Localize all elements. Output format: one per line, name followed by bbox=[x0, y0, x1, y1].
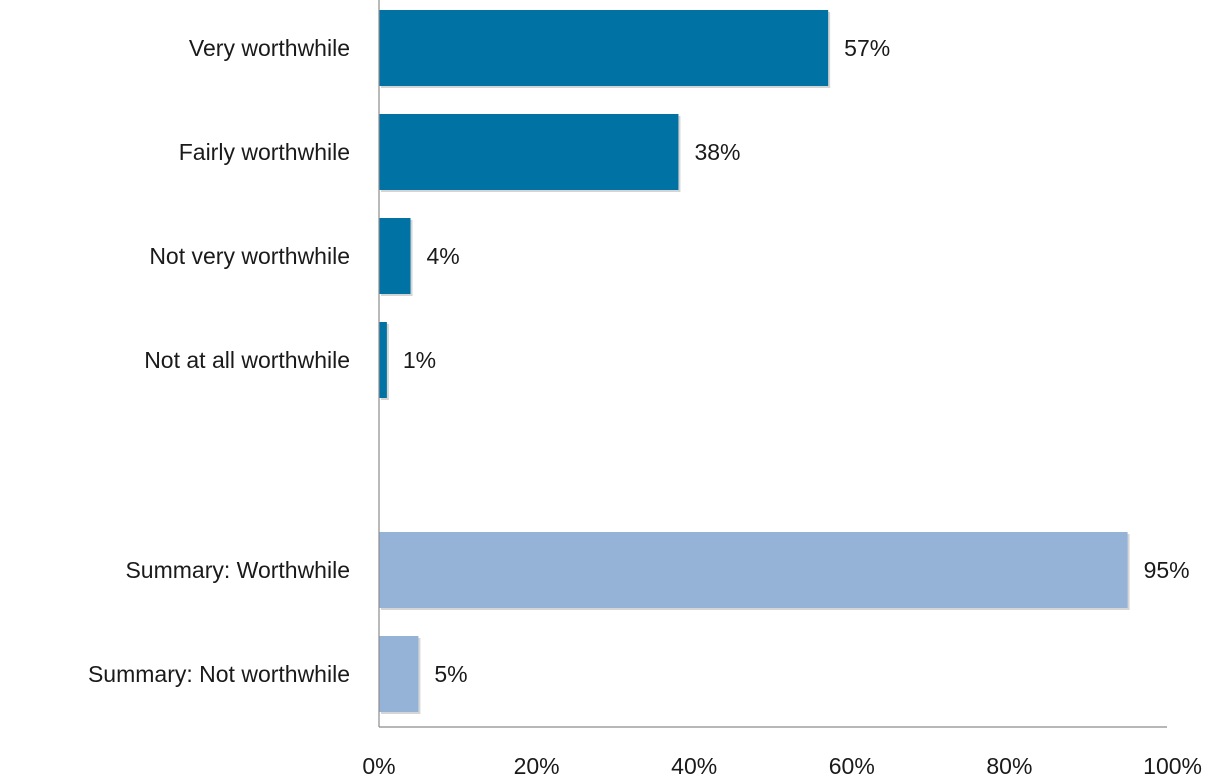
value-label: 95% bbox=[1144, 557, 1190, 583]
x-tick-label: 40% bbox=[671, 753, 717, 779]
value-label: 5% bbox=[434, 661, 467, 687]
category-label: Summary: Not worthwhile bbox=[88, 661, 350, 687]
category-label: Very worthwhile bbox=[189, 35, 350, 61]
bar-0 bbox=[379, 10, 829, 86]
category-label: Not at all worthwhile bbox=[144, 347, 350, 373]
bar-1 bbox=[379, 114, 679, 190]
x-tick-label: 80% bbox=[986, 753, 1032, 779]
value-label: 4% bbox=[427, 243, 460, 269]
x-tick-label: 100% bbox=[1143, 753, 1202, 779]
labels-layer: Very worthwhile 57% Fairly worthwhile 38% No… bbox=[88, 35, 1190, 687]
x-tick-label: 0% bbox=[362, 753, 395, 779]
x-tick-label: 20% bbox=[514, 753, 560, 779]
bars-layer bbox=[379, 10, 1130, 714]
axis-layer: 0% 20% 40% 60% 80% 100% bbox=[362, 0, 1202, 779]
category-label: Summary: Worthwhile bbox=[125, 557, 350, 583]
bar-2 bbox=[379, 218, 411, 294]
category-label: Not very worthwhile bbox=[149, 243, 350, 269]
value-label: 38% bbox=[694, 139, 740, 165]
value-label: 57% bbox=[844, 35, 890, 61]
category-label: Fairly worthwhile bbox=[179, 139, 350, 165]
value-label: 1% bbox=[403, 347, 436, 373]
bar-4 bbox=[379, 532, 1128, 608]
bar-3 bbox=[379, 322, 387, 398]
bar-5 bbox=[379, 636, 419, 712]
x-tick-label: 60% bbox=[829, 753, 875, 779]
